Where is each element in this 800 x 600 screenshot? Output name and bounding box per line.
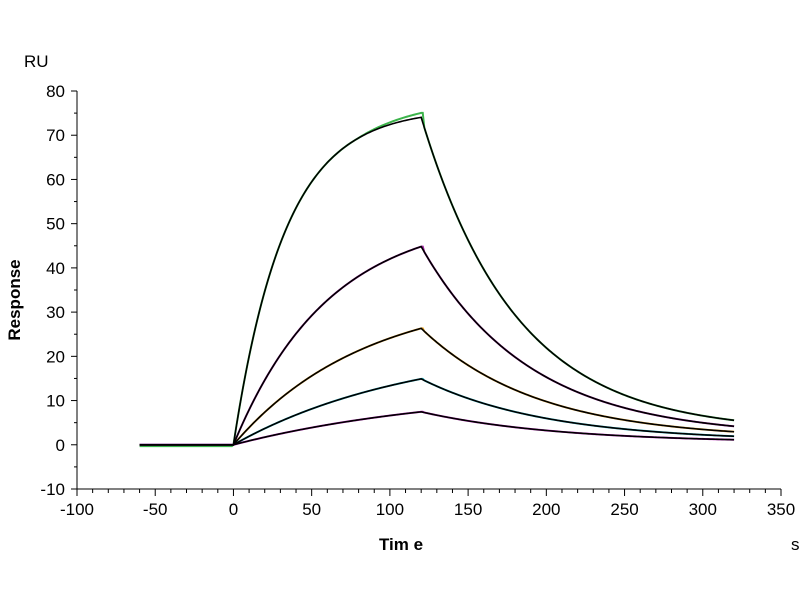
chart-axes	[71, 90, 782, 496]
y-tick-label: 70	[46, 126, 65, 145]
y-tick-label: 30	[46, 303, 65, 322]
series-2-fit-line	[139, 327, 735, 446]
y-tick-label: 0	[56, 436, 65, 455]
y-tick-label: 20	[46, 347, 65, 366]
x-tick-label: -100	[60, 500, 94, 519]
y-unit-label: RU	[24, 52, 49, 71]
x-tick-label: 50	[302, 500, 321, 519]
y-tick-label: 80	[46, 82, 65, 101]
y-tick-label: 50	[46, 215, 65, 234]
y-axis-title: Response	[5, 259, 24, 340]
x-tick-label: 0	[229, 500, 238, 519]
series-0-fit-line	[139, 116, 735, 446]
series-4-fit-line	[139, 410, 735, 446]
series-1-fit-line	[139, 245, 735, 446]
y-tick-label: -10	[40, 480, 65, 499]
y-tick-label: 60	[46, 170, 65, 189]
x-axis-title: Tim e	[379, 535, 423, 554]
x-tick-label: 250	[610, 500, 638, 519]
x-tick-label: 200	[532, 500, 560, 519]
x-tick-label: 300	[689, 500, 717, 519]
chart-curves	[139, 111, 735, 448]
y-tick-label: 40	[46, 259, 65, 278]
x-tick-label: -50	[143, 500, 168, 519]
series-3-fit-line	[139, 378, 735, 446]
y-tick-label: 10	[46, 392, 65, 411]
x-unit-label: s	[791, 535, 800, 554]
x-tick-label: 150	[454, 500, 482, 519]
x-tick-label: 350	[767, 500, 795, 519]
x-tick-label: 100	[376, 500, 404, 519]
series-4-data-line	[139, 410, 735, 446]
